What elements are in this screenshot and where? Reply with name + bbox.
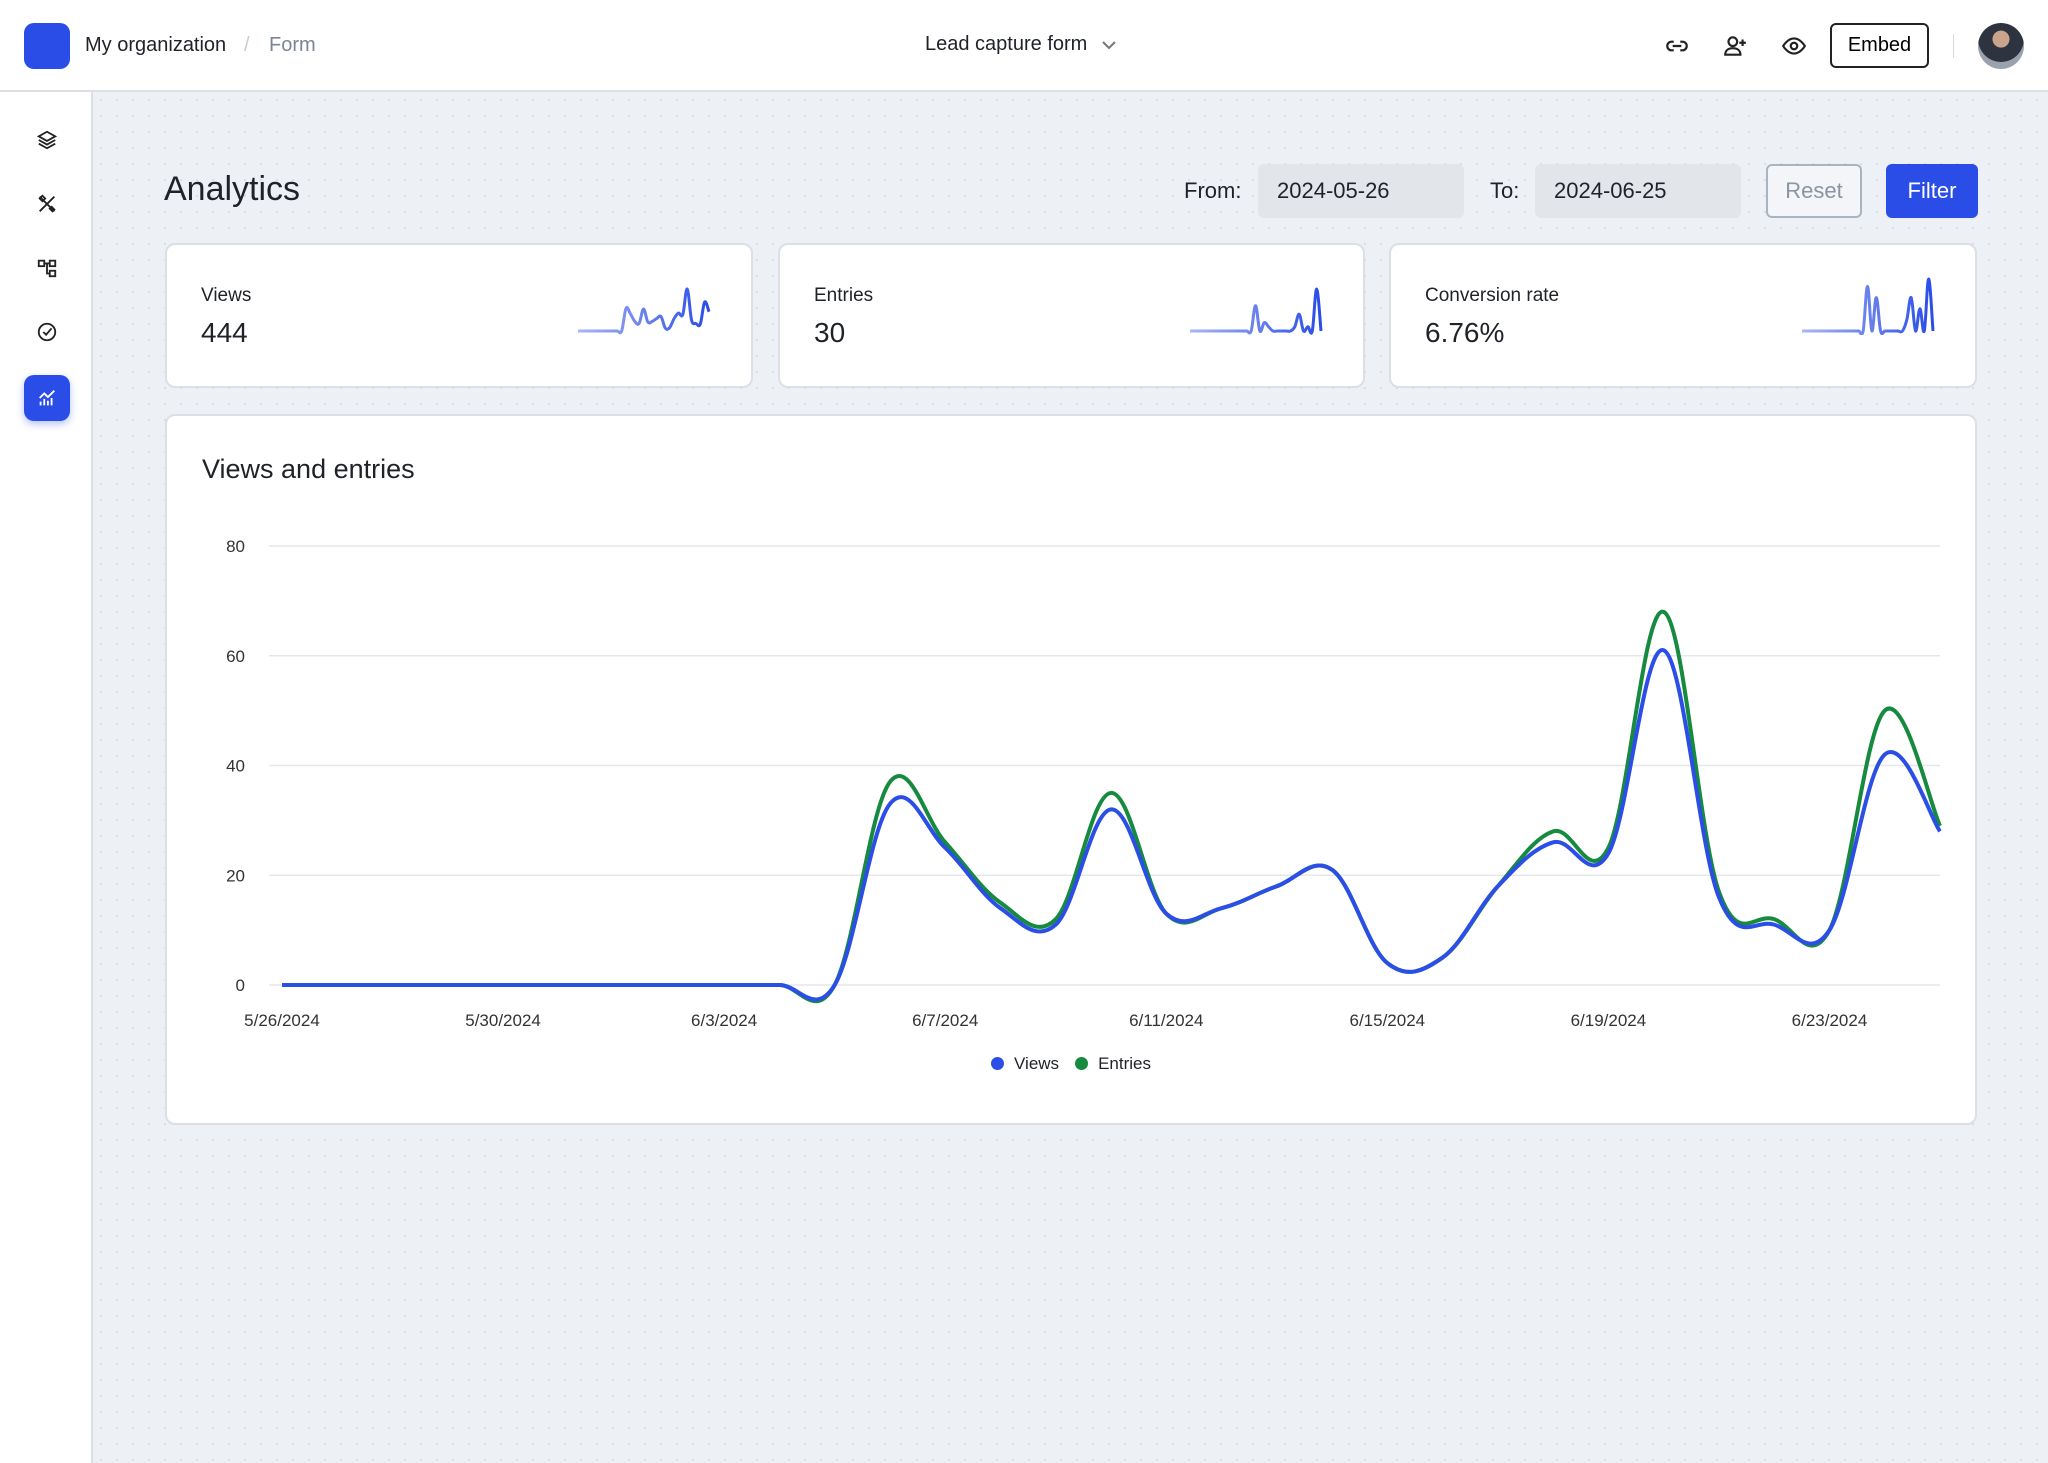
y-tick-label: 80 xyxy=(226,537,245,556)
check-circle-icon xyxy=(37,322,57,342)
from-label: From: xyxy=(1184,178,1242,203)
page-title: Analytics xyxy=(164,170,301,208)
x-tick-label: 6/15/2024 xyxy=(1350,1011,1426,1030)
from-date-input[interactable] xyxy=(1258,164,1464,218)
entries-card: Entries 30 xyxy=(778,243,1365,388)
y-tick-label: 0 xyxy=(236,976,245,995)
entries-sparkline xyxy=(1190,287,1323,335)
stat-value: 444 xyxy=(201,317,248,348)
legend-item-views[interactable]: Views xyxy=(991,1054,1059,1074)
reset-button[interactable]: Reset xyxy=(1766,164,1862,218)
stat-value: 6.76% xyxy=(1425,317,1505,348)
breadcrumb-separator: / xyxy=(244,34,250,56)
sidebar-item-layers[interactable] xyxy=(24,117,70,163)
sidebar-item-tools[interactable] xyxy=(24,181,70,227)
analytics-icon xyxy=(39,390,55,406)
x-tick-label: 6/23/2024 xyxy=(1792,1011,1868,1030)
eye-icon[interactable] xyxy=(1781,33,1807,59)
views-card: Views 444 xyxy=(165,243,753,388)
to-label: To: xyxy=(1490,178,1520,203)
stat-value: 30 xyxy=(814,317,846,348)
sparkline-path xyxy=(578,287,711,335)
series-line-views xyxy=(282,648,1942,1002)
legend-label: Views xyxy=(1014,1054,1060,1073)
legend-item-entries[interactable]: Entries xyxy=(1075,1054,1151,1074)
x-tick-label: 6/19/2024 xyxy=(1571,1011,1647,1030)
tools-icon xyxy=(38,194,56,213)
workflow-icon xyxy=(37,259,57,278)
x-tick-label: 5/30/2024 xyxy=(465,1011,541,1030)
layers-icon xyxy=(36,130,58,150)
filter-button[interactable]: Filter xyxy=(1886,164,1978,218)
y-tick-label: 40 xyxy=(226,757,245,776)
legend-dot xyxy=(1075,1057,1089,1070)
stat-label: Conversion rate xyxy=(1425,285,1560,306)
conversion-sparkline xyxy=(1802,277,1935,335)
x-tick-label: 5/26/2024 xyxy=(244,1011,320,1030)
breadcrumb-page: Form xyxy=(269,34,316,56)
stat-label: Entries xyxy=(814,285,874,306)
embed-button[interactable]: Embed xyxy=(1830,23,1929,68)
sidebar xyxy=(0,92,93,1463)
conversion-card: Conversion rate 6.76% xyxy=(1389,243,1977,388)
x-tick-label: 6/3/2024 xyxy=(691,1011,757,1030)
top-bar: My organization / Form Lead capture form… xyxy=(0,0,2048,92)
breadcrumb-org[interactable]: My organization xyxy=(85,34,227,56)
views-entries-chart-card: Views and entries 0 20 40 60 80 5/26/2024 5/30… xyxy=(165,414,1977,1125)
y-tick-label: 60 xyxy=(226,647,245,666)
form-name: Lead capture form xyxy=(925,33,1088,55)
x-tick-label: 6/11/2024 xyxy=(1129,1011,1203,1030)
form-selector[interactable]: Lead capture form xyxy=(925,33,1117,56)
app-logo[interactable] xyxy=(24,23,70,69)
chart-title: Views and entries xyxy=(202,454,415,484)
chevron-down-icon xyxy=(1102,40,1117,49)
sparkline-path xyxy=(1802,277,1935,335)
add-user-icon[interactable] xyxy=(1722,33,1748,59)
line-chart: 0 20 40 60 80 5/26/2024 5/30/2024 6/3/2024 6/7/2… xyxy=(226,537,1942,1030)
divider xyxy=(1953,34,1954,58)
sidebar-item-analytics[interactable] xyxy=(24,375,70,421)
sparkline-path xyxy=(1190,287,1323,335)
link-icon[interactable] xyxy=(1664,33,1690,59)
legend-dot xyxy=(991,1057,1005,1070)
sidebar-item-check[interactable] xyxy=(24,309,70,355)
series-line-entries xyxy=(282,609,1942,1004)
sidebar-item-workflow[interactable] xyxy=(24,245,70,291)
views-sparkline xyxy=(578,287,711,335)
y-tick-label: 20 xyxy=(226,866,245,885)
avatar[interactable] xyxy=(1978,23,2024,69)
x-tick-label: 6/7/2024 xyxy=(912,1011,978,1030)
chart-legend: Views Entries xyxy=(167,1054,1975,1074)
legend-label: Entries xyxy=(1098,1054,1151,1073)
to-date-input[interactable] xyxy=(1535,164,1741,218)
stat-label: Views xyxy=(201,285,252,306)
